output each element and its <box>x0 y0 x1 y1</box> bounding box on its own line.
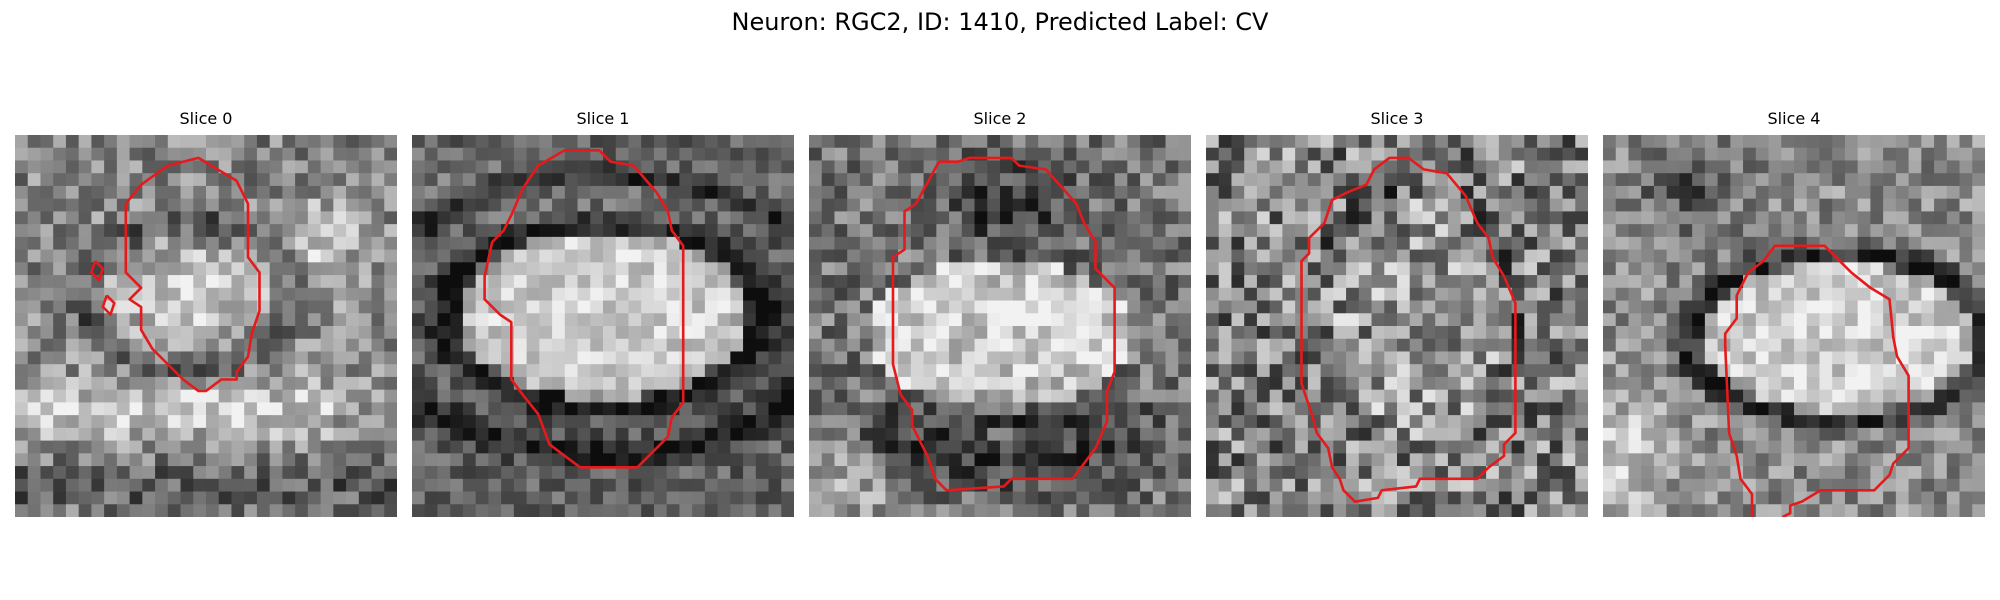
slice-image <box>412 135 794 517</box>
image-pixels <box>1206 135 1588 517</box>
slice-panel: Slice 2 <box>809 108 1191 520</box>
slice-image <box>1206 135 1588 517</box>
slice-panel: Slice 4 <box>1603 108 1985 520</box>
slice-title: Slice 0 <box>179 109 233 128</box>
image-pixels <box>809 135 1191 517</box>
slice-title: Slice 4 <box>1767 109 1821 128</box>
slice-title: Slice 1 <box>576 109 630 128</box>
slice-image <box>15 135 397 517</box>
slice-image <box>1603 135 1985 517</box>
segmentation-contour <box>1723 244 1910 517</box>
slice-panel: Slice 3 <box>1206 108 1588 520</box>
segmentation-contour <box>90 260 105 282</box>
slice-title: Slice 3 <box>1370 109 1424 128</box>
figure-title: Neuron: RGC2, ID: 1410, Predicted Label:… <box>731 8 1269 36</box>
image-pixels <box>15 135 397 517</box>
image-pixels <box>1603 135 1985 517</box>
segmentation-contour <box>1300 156 1517 504</box>
segmentation-contour <box>483 149 685 469</box>
slice-image <box>809 135 1191 517</box>
slice-panel: Slice 0 <box>15 108 397 520</box>
slice-title: Slice 2 <box>973 109 1027 128</box>
segmentation-contour <box>101 294 116 316</box>
slice-panel: Slice 1 <box>412 108 794 520</box>
image-pixels <box>412 135 794 517</box>
segmentation-contour <box>124 156 261 393</box>
segmentation-contour <box>891 156 1116 492</box>
